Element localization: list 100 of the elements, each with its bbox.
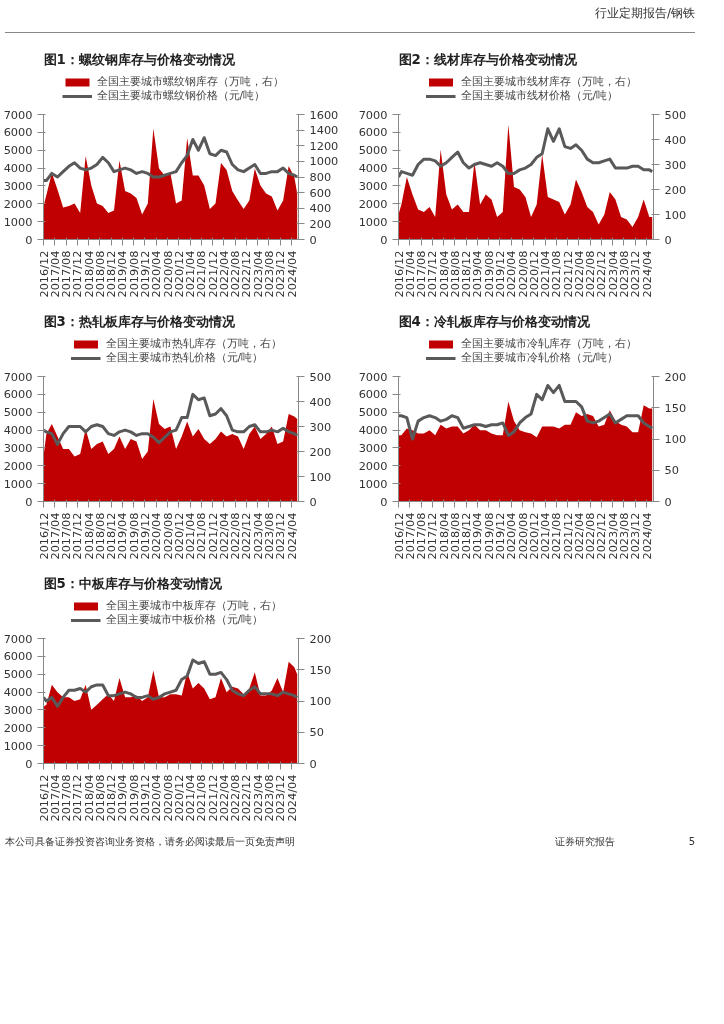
y-tick-label: 4000 (358, 423, 388, 438)
y2-tick-label: 500 (664, 107, 687, 122)
y-tick-label: 4000 (3, 685, 33, 700)
y2-tick-label: 300 (664, 157, 687, 172)
legend-label: 全国主要城市中板价格（元/吨） (105, 612, 264, 627)
y-tick-label: 5000 (3, 143, 33, 158)
y-tick-label: 2000 (358, 196, 388, 211)
y2-tick-label: 100 (309, 694, 332, 708)
legend-label: 全国主要城市螺纹钢价格（元/吨） (96, 88, 266, 103)
y-tick-label: 1000 (358, 214, 388, 229)
y-tick-label: 2000 (358, 458, 388, 473)
y2-tick-label: 500 (309, 369, 332, 384)
y2-tick-label: 1400 (309, 123, 339, 138)
y-tick-label: 6000 (358, 125, 388, 140)
y2-tick-label: 150 (664, 400, 687, 415)
y2-tick-label: 800 (309, 170, 332, 184)
y2-tick-label: 300 (309, 419, 332, 434)
y-tick-label: 0 (380, 494, 388, 509)
y-tick-label: 3000 (3, 440, 33, 455)
x-tick-label: 2016/12 (36, 512, 51, 560)
y-tick-label: 4000 (3, 423, 33, 438)
y2-tick-label: 100 (309, 469, 332, 484)
y-tick-label: 3000 (358, 440, 388, 455)
y-tick-label: 7000 (358, 369, 388, 384)
y2-tick-label: 100 (664, 207, 687, 222)
legend-label: 全国主要城市热轧价格（元/吨） (105, 350, 264, 365)
y-tick-label: 4000 (358, 161, 388, 176)
y-tick-label: 3000 (358, 178, 388, 193)
y-tick-label: 7000 (3, 369, 33, 384)
y-tick-label: 0 (25, 232, 33, 247)
y-tick-label: 1000 (3, 214, 33, 229)
y2-tick-label: 0 (309, 756, 317, 771)
legend-label: 全国主要城市热轧库存（万吨，右） (105, 336, 282, 351)
y2-tick-label: 100 (664, 432, 687, 446)
legend-label: 全国主要城市中板库存（万吨，右） (105, 598, 282, 613)
legend-label: 全国主要城市冷轧库存（万吨，右） (460, 336, 637, 351)
y2-tick-label: 200 (309, 216, 332, 231)
text: 5 (688, 835, 695, 849)
y-tick-label: 6000 (358, 387, 388, 402)
y2-tick-label: 200 (664, 369, 687, 384)
text: 证券研究报告 (555, 835, 615, 849)
line-series (43, 658, 299, 708)
legend-label: 全国主要城市冷轧价格（元/吨） (460, 350, 619, 365)
y2-tick-label: 0 (664, 494, 672, 509)
y2-tick-label: 400 (309, 394, 332, 409)
x-tick-label: 2016/12 (391, 250, 406, 298)
y-tick-label: 1000 (3, 738, 33, 753)
y-tick-label: 5000 (3, 405, 33, 420)
y2-tick-label: 1000 (309, 154, 339, 169)
line-series (398, 383, 654, 441)
y2-tick-label: 600 (309, 185, 332, 200)
y2-tick-label: 0 (309, 232, 317, 247)
y-tick-label: 2000 (3, 196, 33, 211)
y-tick-label: 0 (25, 756, 33, 771)
y-tick-label: 2000 (3, 720, 33, 735)
line-series (398, 127, 654, 179)
y-tick-label: 6000 (3, 649, 33, 664)
x-tick-label: 2016/12 (391, 512, 406, 560)
legend-label: 全国主要城市线材库存（万吨，右） (460, 74, 637, 89)
x-tick-label: 2016/12 (36, 250, 51, 298)
line-series (43, 392, 299, 446)
y-tick-label: 7000 (3, 631, 33, 646)
y-tick-label: 6000 (3, 387, 33, 402)
text: 本公司具备证券投资咨询业务资格，请务必阅读最后一页免责声明 (5, 835, 295, 849)
y-tick-label: 1000 (3, 476, 33, 491)
y-tick-label: 0 (25, 494, 33, 509)
y-tick-label: 6000 (3, 125, 33, 140)
y-tick-label: 0 (380, 232, 388, 247)
legend-label: 全国主要城市线材价格（元/吨） (460, 88, 619, 103)
y-tick-label: 7000 (3, 107, 33, 122)
y2-tick-label: 200 (309, 444, 332, 459)
y2-tick-label: 1200 (309, 138, 339, 153)
y-tick-label: 5000 (358, 143, 388, 158)
y2-tick-label: 1600 (309, 107, 339, 122)
chart-title: 图4：冷轧板库存与价格变动情况 (398, 313, 591, 329)
y-tick-label: 5000 (3, 667, 33, 682)
y-tick-label: 4000 (3, 161, 33, 176)
y2-tick-label: 400 (309, 201, 332, 216)
chart-title: 图2：线材库存与价格变动情况 (398, 51, 578, 67)
y2-tick-label: 50 (664, 463, 679, 478)
y-tick-label: 7000 (358, 107, 388, 122)
y2-tick-label: 50 (309, 725, 324, 740)
text: 行业定期报告/钢铁 (594, 5, 695, 22)
y-tick-label: 1000 (358, 476, 388, 491)
legend-label: 全国主要城市螺纹钢库存（万吨，右） (96, 74, 284, 89)
chart-title: 图3：热轧板库存与价格变动情况 (43, 313, 236, 329)
y2-tick-label: 0 (309, 494, 317, 509)
chart-title: 图1：螺纹钢库存与价格变动情况 (43, 51, 236, 67)
y-tick-label: 2000 (3, 458, 33, 473)
y2-tick-label: 400 (664, 132, 687, 147)
y2-tick-label: 200 (664, 182, 687, 197)
y-tick-label: 5000 (358, 405, 388, 420)
y2-tick-label: 150 (309, 662, 332, 677)
y2-tick-label: 200 (309, 631, 332, 646)
line-series (43, 136, 299, 183)
chart-title: 图5：中板库存与价格变动情况 (43, 575, 223, 591)
y-tick-label: 3000 (3, 178, 33, 193)
y-tick-label: 3000 (3, 702, 33, 717)
y2-tick-label: 0 (664, 232, 672, 247)
x-tick-label: 2016/12 (36, 774, 51, 822)
